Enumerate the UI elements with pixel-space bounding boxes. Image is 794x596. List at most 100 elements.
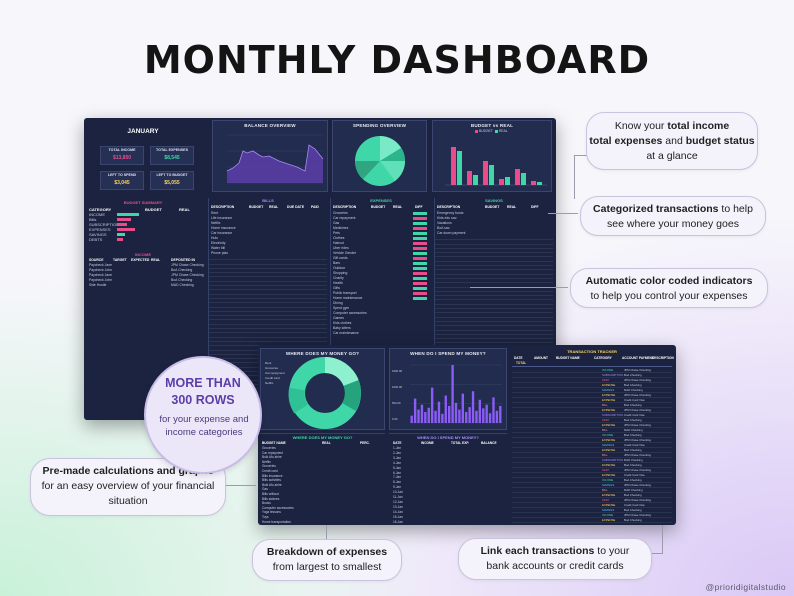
summary-header-budget: BUDGET <box>145 207 162 212</box>
income-header-deposited: DEPOSITED IN <box>171 258 195 262</box>
tracker-category: EXPENSE <box>602 463 616 467</box>
callout-bold: budget status <box>685 135 755 147</box>
tracker-category: EXPENSE <box>602 438 616 442</box>
tracker-account: MAD Checking <box>624 388 643 392</box>
when-bar <box>417 409 420 423</box>
when-bar <box>447 405 451 423</box>
summary-header-real: REAL <box>179 207 190 212</box>
expenses-header-real: REAL <box>393 205 403 209</box>
where-money-donut <box>288 357 361 429</box>
when-row: 3-Jan <box>393 455 401 460</box>
tracker-row: BILL BoA Checking <box>512 403 672 408</box>
tracker-category: SAVINGS <box>602 443 615 447</box>
when-header-total: TOTAL EXP. <box>451 441 470 445</box>
bills-header-paid: PAID <box>311 205 319 209</box>
expenses-row: Car repayment <box>333 216 356 220</box>
tracker-row: SAVINGS Credit Card Visa <box>512 443 672 448</box>
when-bar <box>410 415 413 423</box>
tracker-category: INCOME <box>602 513 614 517</box>
income-row-account: BoA Checking <box>171 278 193 282</box>
when-money-panel: WHEN DO I SPEND MY MONEY? 1500.00 1000.0… <box>389 348 507 430</box>
summary-row: Bills <box>89 217 97 222</box>
connector-line <box>662 525 663 553</box>
when-bar <box>471 391 475 423</box>
bills-header-desc: DESCRIPTION <box>211 205 235 209</box>
where-row: Yoga lessons <box>262 510 281 515</box>
where-row: Car repayment <box>262 450 284 455</box>
tracker-account: JPM Chase Checking <box>624 483 651 487</box>
savings-row: Emergency funds <box>437 211 464 215</box>
legend-budget <box>475 130 478 133</box>
tracker-row: EXPENSE JPM Chase Checking <box>512 393 672 398</box>
tracker-category: EXPENSE <box>602 473 616 477</box>
tracker-row: EXPENSE BoA Checking <box>512 493 672 498</box>
bubble-text: for your expense and income categories <box>159 414 249 438</box>
callout-text: to help see where your money goes <box>607 203 753 230</box>
where-header-name: BUDGET NAME <box>262 441 286 445</box>
when-bar <box>478 399 482 423</box>
bills-title: BILLS <box>262 198 274 203</box>
tracker-row: EXPENSE Credit Card Visa <box>512 398 672 403</box>
tracker-category: EXPENSE <box>602 383 616 387</box>
summary-row: SAVINGS <box>89 232 107 237</box>
kpi-total-expenses: TOTAL EXPENSES $8,545 <box>150 146 194 165</box>
tracker-row: DEBT JPM Chase Checking <box>512 498 672 503</box>
tracker-account: BoA Checking <box>624 403 642 407</box>
tracker-category: SAVINGS <box>602 388 615 392</box>
donut-legend-item: Netflix <box>265 381 274 385</box>
expenses-row: Medicines <box>333 226 349 230</box>
when-y-label: 0.00 <box>392 417 398 421</box>
when-header-income: INCOME <box>421 441 434 445</box>
savings-row: Car down payment <box>437 231 466 235</box>
expenses-header-desc: DESCRIPTION <box>333 205 357 209</box>
tracker-account: BoA Checking <box>624 518 642 522</box>
tracker-rows: INCOME JPM Chase Checking SUBSCRIPTION BoA … <box>512 368 672 523</box>
where-row: Computer accessories <box>262 505 294 510</box>
when-bar <box>485 404 488 423</box>
when-bar <box>475 410 478 423</box>
expenses-row: Gas <box>333 221 340 225</box>
expenses-header-diff: DIFF <box>415 205 423 209</box>
tracker-account: JPM Chase Checking <box>624 393 651 397</box>
tracker-account: BoA Checking <box>624 463 642 467</box>
budget-bar-chart <box>445 147 547 186</box>
tracker-account: JPM Chase Checking <box>624 438 651 442</box>
when-row: 8-Jan <box>393 480 401 485</box>
kpi-value: $8,545 <box>164 155 180 161</box>
expenses-diff-indicators <box>413 212 427 338</box>
expenses-row: Clothes <box>333 236 345 240</box>
tracker-account: BoA Checking <box>624 493 642 497</box>
tracker-header-category: CATEGORY <box>594 356 612 360</box>
tracker-account: BoA Checking <box>624 508 642 512</box>
when-row: 11-Jan <box>393 495 403 500</box>
income-row-account: JPM Chase Checking <box>171 263 204 267</box>
callout-bold: Automatic color coded indicators <box>585 275 753 287</box>
where-row: Groceries <box>262 464 276 469</box>
legend-real <box>495 130 498 133</box>
expenses-row: Groceries <box>333 211 348 215</box>
tracker-account: JPM Chase Checking <box>624 378 651 382</box>
tracker-category: DEBT <box>602 468 610 472</box>
tracker-row: SUBSCRIPTION BoA Checking <box>512 373 672 378</box>
bills-row: Car insurance <box>211 231 233 235</box>
spending-overview-title: SPENDING OVERVIEW <box>352 123 407 128</box>
when-bar <box>454 402 458 423</box>
tracker-row: INCOME JPM Chase Checking <box>512 513 672 518</box>
connector-line <box>574 155 575 199</box>
when-y-labels: 1500.00 1000.00 500.00 0.00 <box>392 363 406 427</box>
income-header-target: TARGET <box>113 258 127 262</box>
callout-text: Know your <box>614 120 668 132</box>
expenses-row: Charity <box>333 276 344 280</box>
when-bar <box>427 407 430 423</box>
callout-text: at a glance <box>646 150 698 162</box>
tracker-row: EXPENSE JPM Chase Checking <box>512 438 672 443</box>
tracker-row: EXPENSE BoA Checking <box>512 463 672 468</box>
bills-row: Life insurance <box>211 216 233 220</box>
expenses-row: Games <box>333 316 344 320</box>
bills-row: Netflix <box>211 221 221 225</box>
where-row: Bulk Afo-shire <box>262 455 282 460</box>
tracker-row: DEBT JPM Chase Checking <box>512 468 672 473</box>
where-header-perc: PERC. <box>360 441 370 445</box>
bills-row: Rent <box>211 211 219 215</box>
tracker-row: INCOME BoA Checking <box>512 433 672 438</box>
